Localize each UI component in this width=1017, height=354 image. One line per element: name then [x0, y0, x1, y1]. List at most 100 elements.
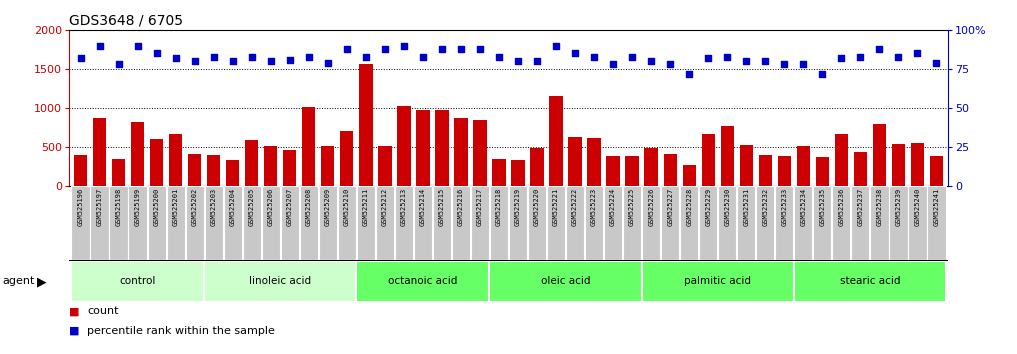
- Text: GSM525222: GSM525222: [573, 188, 578, 226]
- Text: percentile rank within the sample: percentile rank within the sample: [87, 326, 276, 336]
- Point: [510, 58, 526, 64]
- Text: GSM525215: GSM525215: [439, 188, 444, 226]
- Point: [244, 54, 260, 59]
- Text: GSM525225: GSM525225: [630, 188, 636, 226]
- Point: [890, 54, 906, 59]
- Text: octanoic acid: octanoic acid: [388, 275, 458, 286]
- Bar: [455, 118, 468, 186]
- Bar: [775, 186, 793, 260]
- Bar: [778, 156, 791, 186]
- Bar: [359, 64, 372, 186]
- Bar: [721, 126, 734, 186]
- Bar: [569, 137, 582, 186]
- Bar: [889, 186, 907, 260]
- Bar: [794, 261, 946, 302]
- Bar: [512, 160, 525, 186]
- Point: [111, 62, 127, 67]
- Point: [339, 46, 355, 52]
- Text: GSM525205: GSM525205: [249, 188, 254, 226]
- Bar: [398, 105, 411, 186]
- Bar: [796, 146, 810, 186]
- Bar: [531, 148, 544, 186]
- Bar: [851, 186, 870, 260]
- Bar: [606, 156, 619, 186]
- Point: [491, 54, 507, 59]
- Bar: [167, 186, 185, 260]
- Text: stearic acid: stearic acid: [840, 275, 900, 286]
- Bar: [71, 261, 204, 302]
- Bar: [794, 186, 813, 260]
- Text: GSM525228: GSM525228: [686, 188, 693, 226]
- Point: [605, 62, 621, 67]
- Text: agent: agent: [2, 276, 35, 286]
- Text: count: count: [87, 306, 119, 316]
- Text: GSM525209: GSM525209: [324, 188, 331, 226]
- Bar: [226, 160, 239, 186]
- Text: control: control: [119, 275, 156, 286]
- Point: [833, 55, 849, 61]
- Bar: [565, 186, 584, 260]
- Text: GSM525238: GSM525238: [877, 188, 883, 226]
- Point: [186, 58, 202, 64]
- Bar: [204, 261, 356, 302]
- Point: [472, 46, 488, 52]
- Bar: [702, 134, 715, 186]
- Bar: [91, 186, 109, 260]
- Point: [909, 51, 925, 56]
- Point: [795, 62, 812, 67]
- Bar: [264, 146, 278, 186]
- Bar: [340, 131, 354, 186]
- Bar: [131, 122, 144, 186]
- Point: [624, 54, 641, 59]
- Bar: [645, 148, 658, 186]
- Point: [319, 60, 336, 65]
- Text: GSM525214: GSM525214: [420, 188, 426, 226]
- Bar: [680, 186, 699, 260]
- Text: GSM525196: GSM525196: [77, 188, 83, 226]
- Bar: [224, 186, 242, 260]
- Point: [700, 55, 716, 61]
- Bar: [528, 186, 546, 260]
- Point: [396, 43, 412, 48]
- Point: [301, 54, 317, 59]
- Bar: [604, 186, 622, 260]
- Text: GSM525204: GSM525204: [230, 188, 236, 226]
- Bar: [814, 186, 832, 260]
- Text: GSM525221: GSM525221: [553, 188, 559, 226]
- Bar: [928, 186, 946, 260]
- Text: GSM525210: GSM525210: [344, 188, 350, 226]
- Point: [376, 46, 393, 52]
- Text: GSM525230: GSM525230: [724, 188, 730, 226]
- Point: [92, 43, 108, 48]
- Text: GSM525235: GSM525235: [820, 188, 826, 226]
- Bar: [414, 186, 432, 260]
- Bar: [663, 154, 677, 186]
- Text: GSM525198: GSM525198: [116, 188, 122, 226]
- Bar: [508, 186, 527, 260]
- Text: GSM525217: GSM525217: [477, 188, 483, 226]
- Bar: [433, 186, 452, 260]
- Bar: [682, 165, 696, 186]
- Point: [681, 71, 698, 76]
- Bar: [110, 186, 128, 260]
- Point: [168, 55, 184, 61]
- Text: GSM525223: GSM525223: [591, 188, 597, 226]
- Bar: [873, 124, 886, 186]
- Bar: [300, 186, 318, 260]
- Point: [205, 54, 222, 59]
- Text: GSM525202: GSM525202: [191, 188, 197, 226]
- Point: [586, 54, 602, 59]
- Bar: [623, 186, 642, 260]
- Bar: [737, 186, 756, 260]
- Bar: [588, 138, 601, 186]
- Bar: [853, 152, 868, 186]
- Text: oleic acid: oleic acid: [541, 275, 590, 286]
- Bar: [835, 134, 848, 186]
- Point: [358, 54, 374, 59]
- Point: [148, 51, 165, 56]
- Point: [662, 62, 678, 67]
- Bar: [243, 186, 261, 260]
- Text: GSM525220: GSM525220: [534, 188, 540, 226]
- Point: [643, 58, 659, 64]
- Bar: [416, 110, 429, 186]
